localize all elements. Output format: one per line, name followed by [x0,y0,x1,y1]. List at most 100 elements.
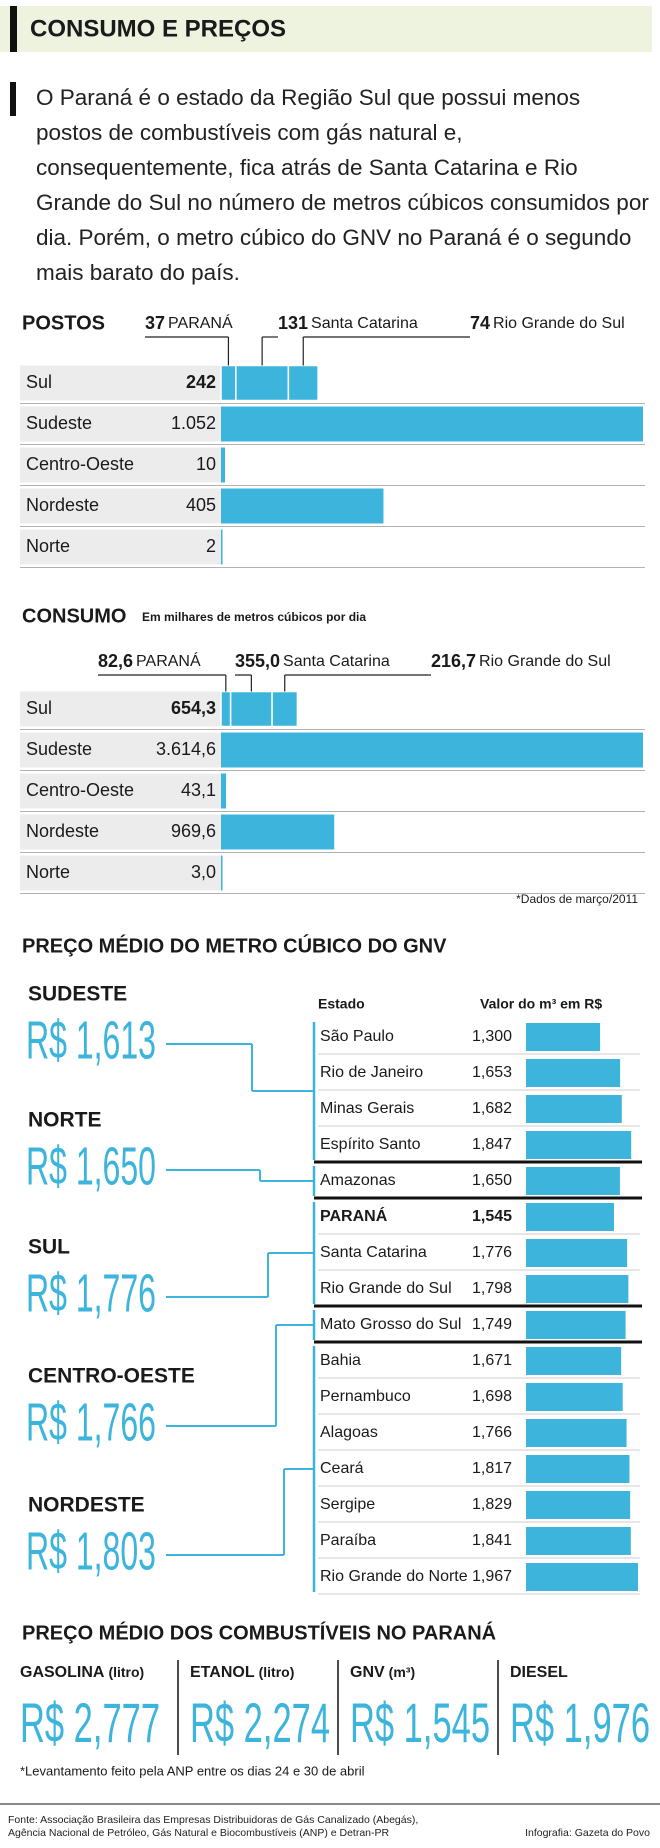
bar-segment [287,364,319,402]
breakdown-name: Santa Catarina [283,653,390,670]
fuel-name: GASOLINA (litro) [20,1664,144,1682]
breakdown-label: 74 Rio Grande do Sul [470,313,625,333]
row-background [20,365,221,401]
bar [221,447,226,483]
intro-marker [10,82,16,116]
title-band [0,6,652,52]
region-price: R$ 1,613 [26,1010,156,1070]
bar [526,1455,630,1483]
chart-title: PREÇO MÉDIO DO METRO CÚBICO DO GNV [22,933,447,957]
bar [526,1527,631,1555]
state-value: 1,829 [472,1496,512,1513]
bar [526,1167,620,1195]
state-name: Paraíba [320,1532,376,1549]
state-value: 1,545 [472,1208,512,1225]
region-name: CENTRO-OESTE [28,1365,195,1388]
bar [526,1419,627,1447]
note: *Dados de março/2011 [516,892,638,906]
state-value: 1,749 [472,1316,512,1333]
breakdown-value: 82,6 [98,651,133,671]
region-price: R$ 1,803 [26,1521,156,1581]
bar [221,814,335,850]
fuel-unit: (litro) [259,1664,295,1680]
column-header: Estado [318,996,365,1012]
value-label: 3,0 [191,862,216,882]
region-name: SUDESTE [28,983,127,1006]
fuel-name-text: ETANOL [190,1664,255,1681]
value-label: 242 [186,372,216,392]
intro-text: O Paraná é o estado da Região Sul que po… [36,85,649,285]
title-marker [10,6,17,52]
row-label: Centro-Oeste [26,780,134,800]
value-label: 43,1 [181,780,216,800]
bar [526,1059,621,1087]
breakdown-name: PARANÁ [136,651,201,670]
bar-segment [271,690,299,728]
fuel-name: GNV (m³) [350,1664,415,1682]
state-name: Espírito Santo [320,1136,421,1153]
state-name: Mato Grosso do Sul [320,1316,461,1333]
row-background [20,691,221,727]
page-title: CONSUMO E PREÇOS [30,15,286,42]
state-name: Amazonas [320,1172,396,1189]
breakdown-value: 131 [278,313,308,333]
fuel-price: R$ 1,545 [350,1691,490,1754]
bar [221,406,643,442]
state-name: São Paulo [320,1028,394,1045]
region-price: R$ 1,776 [26,1263,156,1323]
breakdown-value: 216,7 [431,651,476,671]
state-name: Rio Grande do Sul [320,1280,452,1297]
row-background [20,488,221,524]
bar-segment [220,364,237,402]
state-value: 1,300 [472,1028,512,1045]
breakdown-label: 216,7 Rio Grande do Sul [431,651,611,671]
region-name: NORDESTE [28,1494,145,1517]
fuel-name: ETANOL (litro) [190,1664,294,1682]
fuel-name-text: GASOLINA [20,1664,105,1681]
source: Fonte: Associação Brasileira das Empresa… [8,1814,419,1839]
breakdown-name: Santa Catarina [311,315,418,332]
state-name: Bahia [320,1352,361,1369]
row-label: Norte [26,536,70,556]
fuel-name-text: DIESEL [510,1664,568,1681]
breakdown-name: Rio Grande do Sul [493,315,625,332]
credit: Infografia: Gazeta do Povo [525,1827,650,1839]
row-label: Nordeste [26,495,99,515]
bar-segment [235,364,290,402]
breakdown-label: 82,6 PARANÁ [98,651,201,671]
bar [526,1275,629,1303]
column-header: Valor do m³ em R$ [480,996,602,1012]
row-background [20,732,221,768]
section-title: PREÇO MÉDIO DOS COMBUSTÍVEIS NO PARANÁ [22,1621,496,1644]
row-background [20,773,221,809]
bar [526,1383,623,1411]
bar [526,1563,638,1591]
region-name: SUL [28,1236,70,1259]
bar [526,1203,614,1231]
region-price: R$ 1,766 [26,1392,156,1452]
value-label: 3.614,6 [156,739,216,759]
state-value: 1,841 [472,1532,512,1549]
bar [526,1023,601,1051]
state-value: 1,671 [472,1352,512,1369]
breakdown-value: 37 [145,313,165,333]
region-price: R$ 1,650 [26,1136,156,1196]
fuel-price: R$ 2,777 [20,1691,160,1754]
breakdown-name: PARANÁ [168,313,233,332]
state-value: 1,650 [472,1172,512,1189]
row-label: Sul [26,372,52,392]
state-value: 1,776 [472,1244,512,1261]
row-background [20,529,221,565]
bar [526,1311,626,1339]
region-name: NORTE [28,1109,102,1132]
bar [221,488,384,524]
breakdown-label: 131 Santa Catarina [278,313,418,333]
row-background [20,814,221,850]
state-value: 1,698 [472,1388,512,1405]
row-label: Sul [26,698,52,718]
state-name: Pernambuco [320,1388,411,1405]
breakdown-name: Rio Grande do Sul [479,653,611,670]
value-label: 405 [186,495,216,515]
bar-segment [220,690,232,728]
value-label: 1.052 [171,413,216,433]
